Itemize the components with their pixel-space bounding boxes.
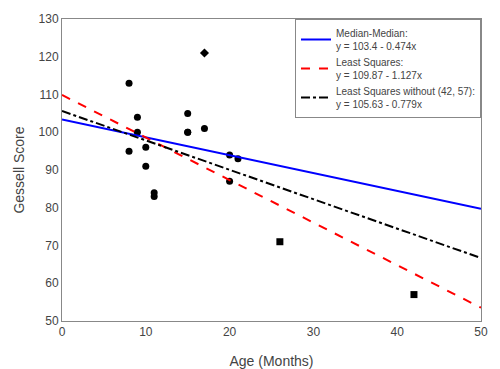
svg-text:20: 20 bbox=[223, 325, 237, 339]
svg-text:40: 40 bbox=[391, 325, 405, 339]
svg-text:120: 120 bbox=[39, 50, 59, 64]
svg-text:0: 0 bbox=[59, 325, 66, 339]
svg-text:70: 70 bbox=[45, 239, 59, 253]
svg-text:Age (Months): Age (Months) bbox=[229, 353, 313, 369]
svg-text:Least Squares without (42, 57): Least Squares without (42, 57):y = 105.6… bbox=[336, 86, 475, 110]
svg-text:Median-Median:y = 103.4 - 0.47: Median-Median:y = 103.4 - 0.474x bbox=[336, 28, 416, 52]
svg-text:100: 100 bbox=[39, 125, 59, 139]
svg-text:130: 130 bbox=[39, 12, 59, 26]
svg-text:90: 90 bbox=[45, 163, 59, 177]
svg-text:Least Squares:y = 109.87 - 1.1: Least Squares:y = 109.87 - 1.127x bbox=[336, 57, 422, 81]
svg-text:10: 10 bbox=[139, 325, 153, 339]
svg-text:Gessell Score: Gessell Score bbox=[11, 126, 27, 213]
svg-text:60: 60 bbox=[45, 276, 59, 290]
svg-text:50: 50 bbox=[45, 314, 59, 328]
svg-text:50: 50 bbox=[474, 325, 488, 339]
svg-text:30: 30 bbox=[307, 325, 321, 339]
svg-text:110: 110 bbox=[39, 88, 58, 102]
svg-text:80: 80 bbox=[45, 201, 59, 215]
